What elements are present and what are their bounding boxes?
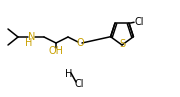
Text: Cl: Cl: [134, 17, 144, 27]
Text: S: S: [119, 39, 125, 49]
Text: N: N: [28, 32, 36, 42]
Text: O: O: [76, 38, 84, 48]
Text: H: H: [65, 69, 73, 79]
Text: H: H: [25, 38, 33, 48]
Text: OH: OH: [48, 46, 64, 56]
Text: Cl: Cl: [74, 79, 84, 89]
